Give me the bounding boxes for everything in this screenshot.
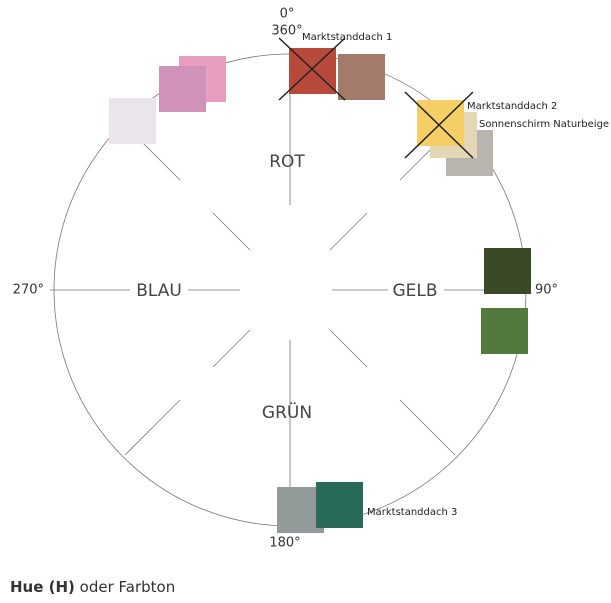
swatch-label: Marktstanddach 2: [467, 101, 557, 112]
angle-label: 270°: [13, 283, 44, 298]
caption-rest: oder Farbton: [75, 578, 175, 596]
angle-label: 0°: [280, 7, 295, 22]
angle-label: 90°: [535, 283, 558, 298]
caption-bold: Hue (H): [10, 578, 75, 596]
hue-label: BLAU: [136, 281, 182, 301]
swatch: [109, 98, 156, 144]
angle-label: 180°: [269, 536, 300, 551]
swatch: [316, 482, 363, 528]
swatch-label: Marktstanddach 3: [367, 507, 457, 518]
cross: [278, 37, 346, 101]
cross: [404, 91, 474, 159]
hue-label: ROT: [269, 152, 305, 172]
swatch: [338, 54, 385, 100]
hue-label: GRÜN: [262, 401, 312, 423]
hue-label: GELB: [392, 281, 437, 301]
angle-label: 360°: [271, 24, 302, 39]
swatch: [159, 66, 206, 112]
swatch-label: Sonnenschirm Naturbeige: [479, 119, 609, 130]
caption: Hue (H) oder Farbton: [10, 578, 175, 596]
swatch: [484, 248, 531, 294]
swatch-label: Marktstanddach 1: [302, 32, 392, 43]
swatch: [481, 308, 528, 354]
